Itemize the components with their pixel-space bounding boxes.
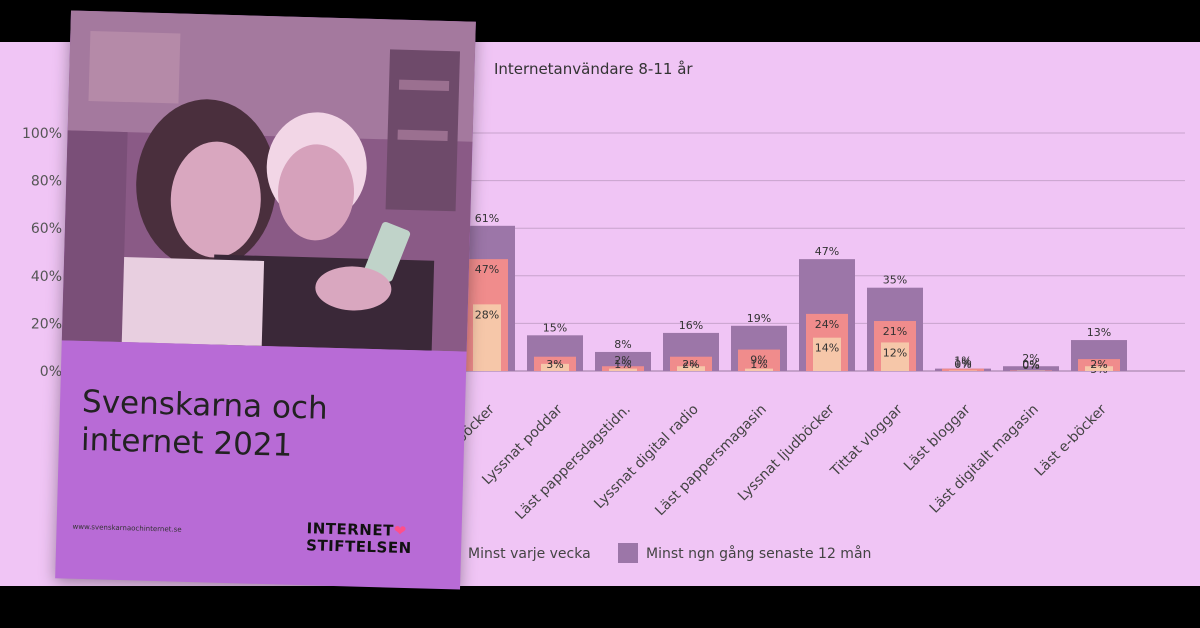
cover-photo: [61, 10, 476, 352]
y-tick-label: 20%: [31, 316, 62, 332]
bar: [1017, 370, 1045, 371]
bar: [677, 366, 705, 371]
x-tick-label: Tittat vloggar: [827, 401, 906, 480]
x-tick-label: Läst pappersmagasin: [652, 402, 770, 520]
bar: [942, 368, 984, 371]
data-label: 1%: [614, 358, 631, 371]
x-tick-label: Läst pappersdagstidn.: [512, 402, 633, 523]
cover-title: Svenskarna och internet 2021: [80, 383, 442, 469]
heart-icon: ❤: [393, 521, 408, 541]
bar: [813, 337, 841, 371]
data-label: 0%: [1022, 358, 1039, 371]
data-label: 47%: [815, 245, 839, 258]
data-label: 47%: [475, 263, 499, 276]
data-label: 2%: [1090, 358, 1107, 371]
bar: [1078, 359, 1120, 371]
data-label: 9%: [750, 354, 767, 367]
cover-url: www.svenskarnaochinternet.se: [72, 522, 182, 534]
bar: [949, 370, 977, 371]
legend-swatch: [618, 543, 638, 563]
data-label: 13%: [1087, 326, 1111, 339]
data-label: 2%: [614, 354, 631, 367]
data-label: 3%: [546, 358, 563, 371]
data-label: 0%: [1022, 359, 1039, 372]
report-cover: Svenskarna och internet 2021 www.svenska…: [55, 10, 476, 590]
data-label: 15%: [543, 321, 567, 334]
bar: [1085, 366, 1113, 371]
data-label: 24%: [815, 318, 839, 331]
legend-label: Minst ngn gång senaste 12 mån: [646, 545, 871, 562]
data-label: 1%: [750, 358, 767, 371]
data-label: 8%: [614, 338, 631, 351]
y-tick-label: 0%: [40, 364, 62, 380]
logo-line2: STIFTELSEN: [305, 536, 412, 558]
y-tick-label: 60%: [31, 221, 62, 237]
bar: [1003, 366, 1059, 371]
data-label: 0%: [954, 358, 971, 371]
y-tick-label: 100%: [22, 126, 62, 142]
internetstiftelsen-logo: INTERNET❤ STIFTELSEN: [305, 519, 412, 558]
legend-label: Minst varje vecka: [468, 546, 591, 562]
bar: [738, 349, 780, 371]
data-label: 1%: [954, 355, 971, 368]
x-tick-label: Läst bloggar: [901, 401, 974, 474]
y-axis-ticks: 0% 20% 40% 60% 80% 100%: [22, 126, 62, 380]
legend: Minst varje vecka Minst ngn gång senaste …: [440, 543, 871, 563]
data-label: 35%: [883, 274, 907, 287]
data-label: 21%: [883, 325, 907, 338]
data-label: 2%: [682, 358, 699, 371]
x-tick-label: Läst e-böcker: [1032, 401, 1110, 479]
bar: [609, 368, 637, 371]
data-label: 16%: [679, 319, 703, 332]
bars: 30%18%7%61%47%28%15%6%3%8%2%1%16%6%2%19%…: [402, 212, 1127, 376]
data-label: 12%: [883, 346, 907, 359]
category-labels: TittatLäst pappersböckerLyssnat poddarLä…: [389, 401, 1110, 523]
data-label: 61%: [475, 212, 499, 225]
y-tick-label: 40%: [31, 269, 62, 285]
data-label: 19%: [747, 312, 771, 325]
bar: [541, 363, 569, 371]
y-tick-label: 80%: [31, 174, 62, 190]
data-label: 2%: [1022, 352, 1039, 365]
data-label: 14%: [815, 342, 839, 355]
bar: [881, 342, 909, 371]
data-label: 1%: [954, 357, 971, 370]
data-label: 28%: [475, 308, 499, 321]
bar: [745, 368, 773, 371]
bar: [473, 304, 501, 371]
chart-title: Internetanvändare 8-11 år: [494, 60, 693, 78]
